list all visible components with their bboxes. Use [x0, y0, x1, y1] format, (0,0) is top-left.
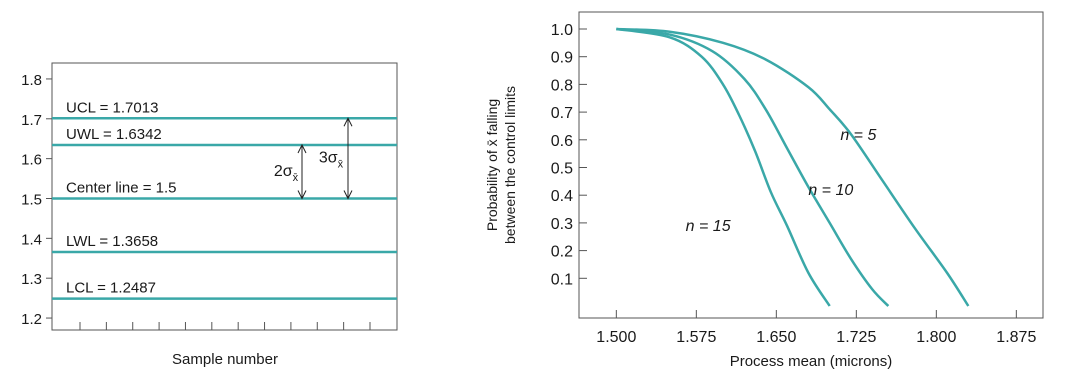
control-limit-label: Center line = 1.5: [66, 179, 177, 196]
curve-label: n = 10: [808, 182, 853, 199]
right-x-tick-label: 1.575: [676, 329, 716, 346]
control-limit-label: LCL = 1.2487: [66, 280, 156, 297]
sigma-label: 3σx̄: [319, 149, 344, 170]
curve-label: n = 15: [686, 218, 731, 235]
left-y-tick-label: 1.3: [21, 271, 42, 288]
sigma-arrow-head-up: [343, 117, 353, 127]
right-y-tick-label: 0.4: [551, 188, 573, 205]
right-plot-frame: [578, 11, 1044, 319]
left-plot-frame: [51, 62, 398, 331]
right-y-ticks: 0.1 0.2 0.3 0.4 0.5 0.6 0.7 0.8 0.9 1.0: [551, 22, 587, 288]
right-x-tick-label: 1.650: [756, 329, 796, 346]
curve-labels: n = 5 n = 10 n = 15: [686, 127, 877, 235]
right-y-axis-label: Probability of x̄ falling between the co…: [484, 86, 518, 244]
control-limit-label: UWL = 1.6342: [66, 126, 162, 143]
oc-curves: [616, 27, 970, 307]
right-y-tick-label: 0.6: [551, 133, 573, 150]
sigma-arrow-head-up: [297, 143, 307, 154]
left-y-tick-label: 1.6: [21, 152, 42, 169]
oc-curve: [616, 27, 831, 307]
sigma-annotations: 2σx̄ 3σx̄: [274, 117, 353, 200]
control-limit-label: LWL = 1.3658: [66, 233, 158, 250]
right-y-tick-label: 0.8: [551, 77, 573, 94]
left-y-tick-label: 1.2: [21, 311, 42, 328]
right-x-tick-label: 1.800: [916, 329, 956, 346]
right-y-tick-label: 0.9: [551, 50, 573, 67]
control-limit-label: UCL = 1.7013: [66, 99, 158, 116]
left-x-ticks: [79, 322, 371, 330]
left-y-ticks: 1.2 1.3 1.4 1.5 1.6 1.7 1.8: [21, 72, 52, 328]
right-y-axis-label-line-1: Probability of x̄ falling: [484, 99, 500, 231]
right-y-tick-label: 0.7: [551, 105, 573, 122]
right-y-tick-label: 0.5: [551, 161, 573, 178]
right-y-axis-label-line-2: between the control limits: [502, 86, 518, 244]
left-y-tick-label: 1.7: [21, 112, 42, 129]
control-chart: 1.2 1.3 1.4 1.5 1.6 1.7 1.8 UCL = 1.7013 UWL = …: [21, 62, 398, 368]
right-y-tick-label: 0.3: [551, 216, 573, 233]
left-y-tick-label: 1.5: [21, 191, 42, 208]
left-x-axis-label: Sample number: [172, 351, 278, 368]
sigma-arrow-head-down: [343, 190, 353, 200]
left-y-tick-label: 1.8: [21, 72, 42, 89]
right-y-tick-label: 0.1: [551, 271, 573, 288]
control-limit-lines: UCL = 1.7013 UWL = 1.6342 Center line = 1.…: [52, 99, 397, 300]
oc-curve: [616, 27, 890, 307]
oc-curve: [616, 27, 970, 307]
sigma-label: 2σx̄: [274, 163, 299, 184]
right-x-ticks: 1.500 1.575 1.650 1.725 1.800 1.875: [596, 310, 1036, 346]
sigma-arrow-head-down: [297, 190, 307, 200]
right-x-tick-label: 1.725: [836, 329, 876, 346]
oc-curve-chart: 0.1 0.2 0.3 0.4 0.5 0.6 0.7 0.8 0.9 1.0 1.500 1.57…: [484, 11, 1044, 370]
right-x-axis-label: Process mean (microns): [730, 353, 893, 370]
left-y-tick-label: 1.4: [21, 231, 42, 248]
right-x-tick-label: 1.500: [596, 329, 636, 346]
right-y-tick-label: 1.0: [551, 22, 573, 39]
curve-label: n = 5: [840, 127, 876, 144]
right-x-tick-label: 1.875: [996, 329, 1036, 346]
right-y-tick-label: 0.2: [551, 244, 573, 261]
